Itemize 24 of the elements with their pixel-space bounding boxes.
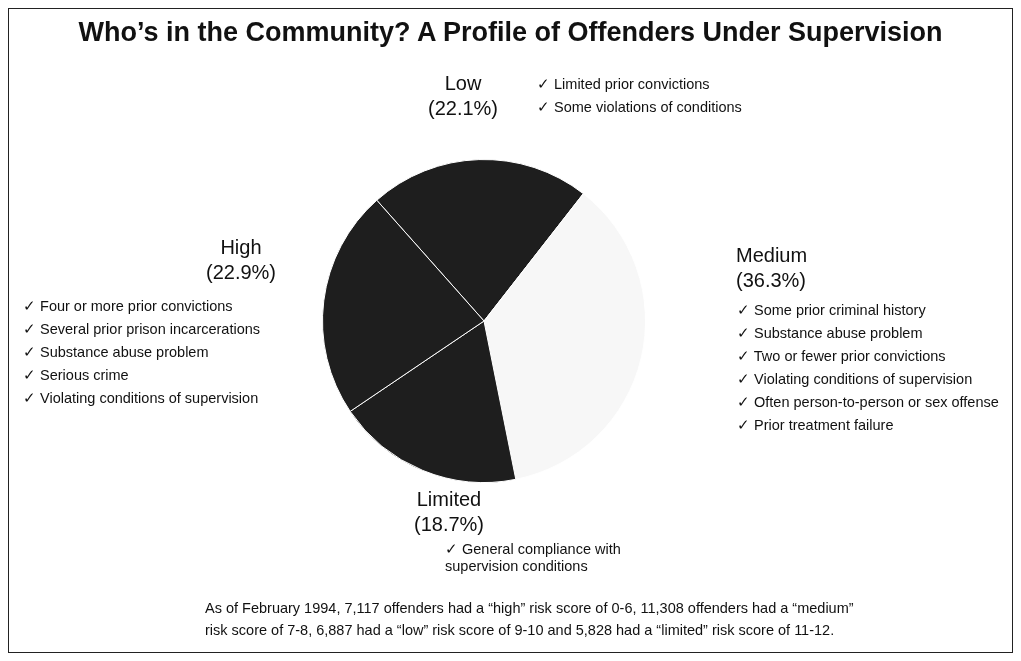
text: ✓ General compliance with supervision conditions bbox=[445, 541, 622, 575]
slice-label: High bbox=[219, 235, 263, 260]
slice-label: Medium bbox=[736, 243, 809, 268]
text: ✓ Often person-to-person or sex offense bbox=[737, 393, 1000, 412]
text: ✓ Violating conditions of supervision bbox=[23, 389, 260, 408]
data-label: (22.9%) bbox=[205, 260, 277, 285]
slice-label: Low bbox=[443, 71, 483, 96]
text: ✓ Serious crime bbox=[23, 366, 130, 385]
text: ✓ Four or more prior convictions bbox=[23, 297, 234, 316]
text: ✓ Two or fewer prior convictions bbox=[737, 347, 947, 366]
data-label: (36.3%) bbox=[736, 268, 808, 293]
text: ✓ Some violations of conditions bbox=[537, 98, 743, 117]
text: As of February 1994, 7,117 offenders had a “high” risk score of 0-6, 11,308 offenders had a “medium” risk score of 7-8, 6,887 had a “low” risk score of 9-10 and 5,828 had a “limited” risk score of 11-12. bbox=[205, 599, 855, 640]
text: ✓ Some prior criminal history bbox=[737, 301, 927, 320]
text: ✓ Several prior prison incarcerations bbox=[23, 320, 262, 339]
text: ✓ Substance abuse problem bbox=[737, 324, 924, 343]
chart-title: Who’s in the Community? A Profile of Offenders Under Supervision bbox=[77, 17, 944, 48]
text: ✓ Limited prior convictions bbox=[537, 75, 711, 94]
text: ✓ Prior treatment failure bbox=[737, 416, 895, 435]
data-label: (22.1%) bbox=[427, 96, 499, 121]
slice-label: Limited bbox=[415, 487, 483, 512]
data-label: (18.7%) bbox=[413, 512, 485, 537]
text: ✓ Violating conditions of supervision bbox=[737, 370, 974, 389]
text: ✓ Substance abuse problem bbox=[23, 343, 210, 362]
